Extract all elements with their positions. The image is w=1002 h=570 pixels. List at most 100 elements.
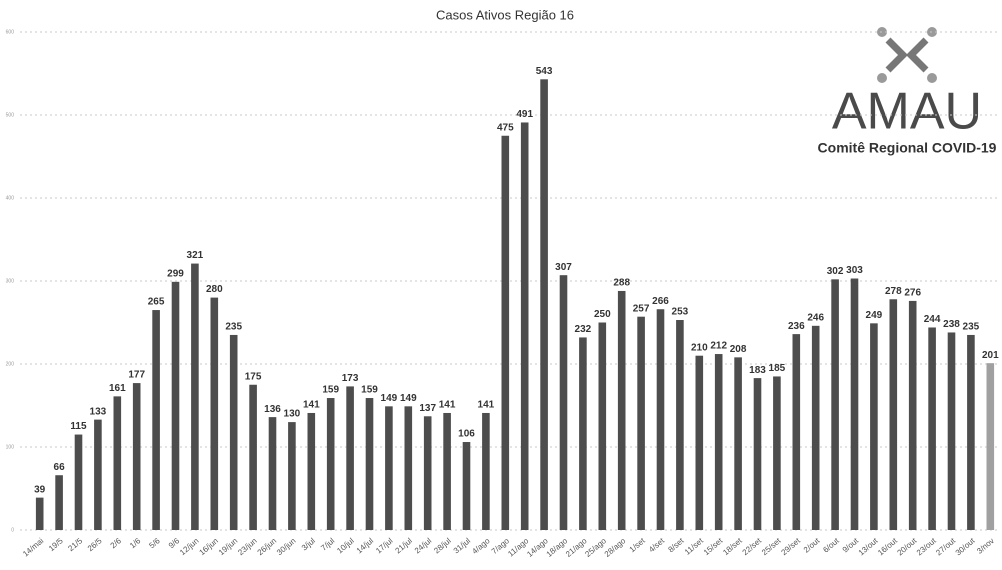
data-label: 141 <box>439 400 456 411</box>
x-tick-label: 4/ago <box>470 536 492 556</box>
y-tick-label: 400 <box>6 195 15 201</box>
data-label: 208 <box>730 344 747 355</box>
bar <box>734 357 742 530</box>
bar <box>171 281 180 530</box>
x-tick-label: 31/jul <box>452 536 473 555</box>
data-label: 266 <box>652 296 669 307</box>
bar <box>152 310 160 530</box>
data-label: 321 <box>187 250 204 261</box>
x-tick-label: 1/6 <box>128 536 143 550</box>
x-tick-label: 18/set <box>721 536 744 557</box>
bar <box>889 299 898 530</box>
bar <box>74 434 83 530</box>
data-label: 238 <box>943 319 960 330</box>
data-label: 175 <box>245 371 262 382</box>
bar <box>35 497 44 530</box>
bar <box>947 332 956 530</box>
bar <box>967 334 975 530</box>
data-label: 141 <box>478 400 495 411</box>
bar <box>908 300 917 530</box>
data-label: 159 <box>361 385 378 396</box>
x-tick-label: 29/set <box>779 536 802 557</box>
bar <box>501 135 510 530</box>
data-label: 235 <box>963 322 980 333</box>
data-label: 149 <box>400 393 417 404</box>
data-label: 257 <box>633 303 650 314</box>
x-tick-label: 3/nov <box>975 536 996 555</box>
x-tick-label: 26/jun <box>256 536 278 557</box>
bar <box>811 325 820 530</box>
x-tick-label: 11/set <box>683 536 706 557</box>
data-label: 106 <box>458 429 475 440</box>
bar <box>773 376 781 530</box>
bar <box>229 334 238 530</box>
bar <box>326 398 335 530</box>
chart-title: Casos Ativos Região 16 <box>436 7 574 22</box>
data-label: 39 <box>34 484 46 495</box>
x-tick-label: 5/6 <box>147 536 162 550</box>
data-label: 244 <box>924 314 941 325</box>
x-tick-label: 21/jul <box>394 536 415 555</box>
x-tick-label: 14/mai <box>21 536 45 558</box>
bar <box>191 263 199 530</box>
bar <box>714 354 723 530</box>
bar <box>132 383 141 530</box>
x-tick-label: 20/out <box>896 536 919 558</box>
bar <box>210 297 219 530</box>
bar <box>637 316 645 530</box>
y-tick-label: 200 <box>6 361 15 367</box>
x-tick-label: 23/out <box>915 536 938 558</box>
bar <box>598 322 607 530</box>
x-tick-label: 25/set <box>760 536 783 557</box>
bar <box>113 396 122 530</box>
bar <box>482 412 490 530</box>
data-label: 475 <box>497 122 514 133</box>
bar <box>94 419 102 530</box>
data-label: 236 <box>788 321 805 332</box>
logo-icon <box>877 27 937 83</box>
bar <box>695 355 704 530</box>
data-label: 133 <box>90 406 107 417</box>
data-label: 66 <box>54 462 66 473</box>
data-label: 177 <box>128 370 145 381</box>
data-label: 491 <box>516 109 533 120</box>
x-tick-label: 16/out <box>876 536 899 558</box>
data-label: 249 <box>866 310 883 321</box>
data-label: 265 <box>148 297 165 308</box>
bar <box>462 442 471 530</box>
data-label: 130 <box>284 409 301 420</box>
y-tick-label: 0 <box>11 527 14 533</box>
data-label: 543 <box>536 66 553 77</box>
bar <box>307 412 316 530</box>
x-tick-label: 15/set <box>702 536 725 557</box>
data-label: 149 <box>381 393 398 404</box>
data-label: 253 <box>672 307 689 318</box>
data-label: 278 <box>885 286 902 297</box>
data-label: 246 <box>807 312 824 323</box>
y-tick-label: 500 <box>6 112 15 118</box>
bar <box>346 386 354 530</box>
x-tick-label: 14/jul <box>355 536 376 555</box>
x-tick-label: 2/6 <box>109 536 124 550</box>
data-label: 137 <box>419 403 436 414</box>
data-label: 302 <box>827 266 844 277</box>
data-label: 210 <box>691 342 708 353</box>
bar <box>559 275 568 530</box>
x-tick-label: 19/5 <box>47 536 65 553</box>
bar <box>520 122 529 530</box>
bar <box>676 320 684 530</box>
data-label: 288 <box>613 278 630 289</box>
data-label: 235 <box>225 322 242 333</box>
bar <box>579 337 587 530</box>
bar <box>249 384 257 530</box>
x-tick-label: 16/jun <box>197 536 219 557</box>
bar <box>404 406 413 530</box>
data-label: 303 <box>846 265 863 276</box>
data-label: 307 <box>555 262 572 273</box>
bar <box>831 279 839 530</box>
x-tick-label: 1/set <box>628 536 648 555</box>
x-tick-label: 2/out <box>802 536 822 555</box>
x-tick-label: 19/jun <box>217 536 239 557</box>
x-tick-label: 6/out <box>821 536 841 555</box>
